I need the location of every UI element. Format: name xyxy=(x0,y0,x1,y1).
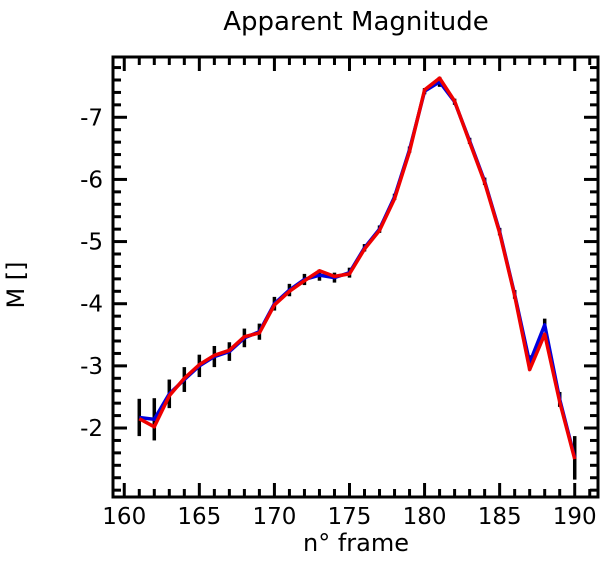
plot-border xyxy=(111,55,600,499)
red-curve-line xyxy=(138,76,577,460)
x-tick-label: 190 xyxy=(553,504,597,530)
x-tick-label: 185 xyxy=(478,504,522,530)
y-axis-label: M [] xyxy=(2,261,30,308)
x-tick-label: 160 xyxy=(102,504,146,530)
x-tick-label: 165 xyxy=(177,504,221,530)
tick-labels: 160 165 170 175 180 185 190 -7 -6 -5 -4 -3 -2 xyxy=(80,105,597,530)
y-tick-label: -4 xyxy=(80,292,103,318)
axis-ticks xyxy=(113,57,598,497)
x-axis-label: n° frame xyxy=(303,529,409,557)
y-tick-label: -2 xyxy=(80,416,103,442)
chart-title: Apparent Magnitude xyxy=(223,7,489,37)
y-tick-label: -7 xyxy=(80,105,103,131)
y-tick-label: -3 xyxy=(80,354,103,380)
x-tick-label: 170 xyxy=(252,504,296,530)
y-tick-label: -5 xyxy=(80,230,103,256)
data-series xyxy=(138,76,577,460)
x-tick-label: 180 xyxy=(403,504,447,530)
x-tick-label: 175 xyxy=(328,504,372,530)
y-tick-label: -6 xyxy=(80,167,103,193)
